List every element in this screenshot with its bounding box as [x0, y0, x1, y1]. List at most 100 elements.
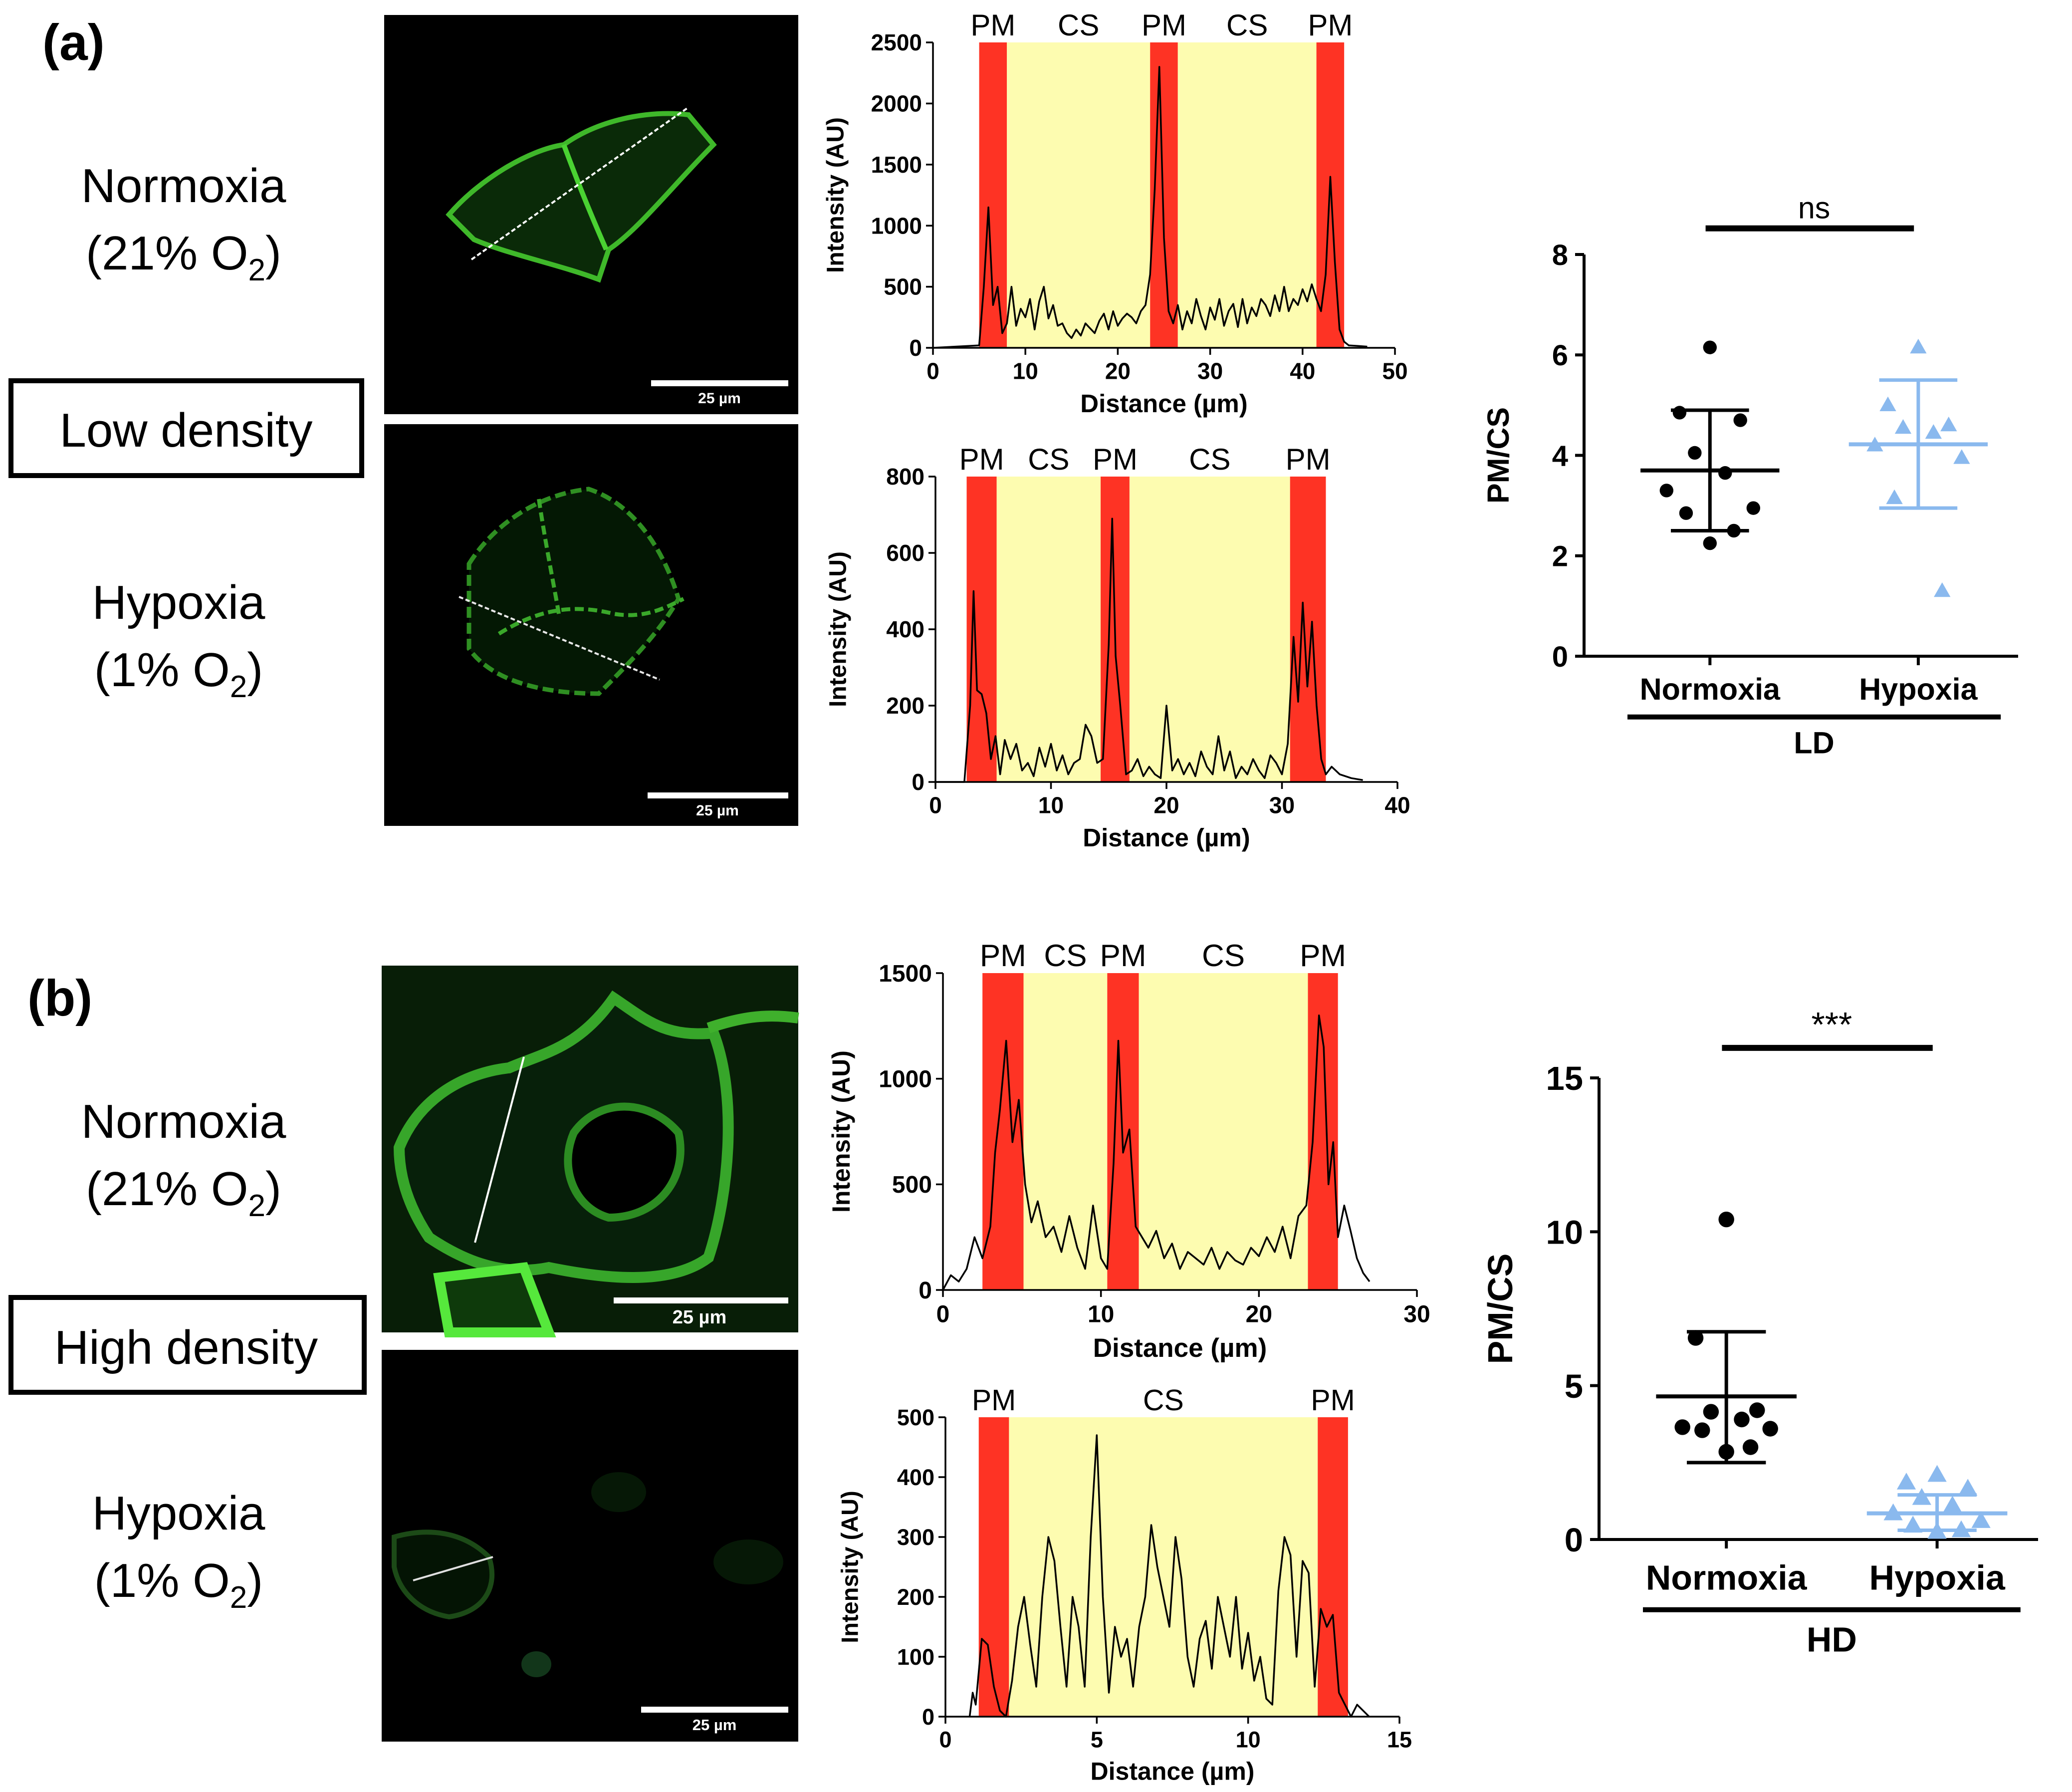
group-label: HD: [1807, 1620, 1857, 1659]
cell-junction: [537, 499, 561, 614]
micrograph-a-hypoxia: 25 µm: [384, 424, 798, 826]
data-point: [1925, 424, 1942, 439]
region-label: CS: [1028, 443, 1069, 476]
x-tick-label: 40: [1290, 358, 1315, 384]
cell-outline: [392, 1530, 495, 1620]
region-label: PM: [1308, 8, 1353, 42]
x-tick-label: 0: [936, 1301, 950, 1327]
cell-junction: [561, 144, 609, 251]
profile-line: [413, 1556, 493, 1581]
data-point: [1940, 416, 1957, 432]
profile-chart-a-normoxia: PM CS PM CS PM 0 500 1000 1500 2000 2500 0 10 20 30 40 5…: [823, 8, 1408, 418]
y-tick-label: 400: [886, 616, 924, 642]
cell-spot: [521, 1651, 551, 1677]
scatter-chart-hd: *** 0 5 10 15 PM/CS Normoxia Hypoxia HD: [1481, 1005, 2038, 1659]
cell-junction: [497, 597, 685, 636]
y-tick-label: 2000: [871, 91, 922, 117]
cell-junction: [706, 1011, 799, 1033]
data-point: [1927, 1465, 1947, 1482]
significance-label: ns: [1798, 191, 1830, 225]
region-label: PM: [1311, 1384, 1355, 1417]
y-tick-label: 300: [897, 1525, 934, 1550]
data-point: [1879, 396, 1896, 411]
y-tick-label: 600: [886, 540, 924, 566]
y-tick-label: 1500: [871, 152, 922, 178]
data-point: [1703, 340, 1717, 354]
x-tick-label: 0: [926, 358, 939, 384]
data-point: [1703, 1404, 1719, 1420]
y-tick-label: 400: [897, 1465, 934, 1490]
scale-bar: [648, 792, 788, 798]
normoxia-oxygen-label-a: (21% O2): [86, 227, 281, 287]
profile-line: [474, 1056, 525, 1243]
significance-label: ***: [1812, 1005, 1852, 1044]
y-tick-label: 800: [886, 464, 924, 490]
x-tick-label: 20: [1246, 1301, 1272, 1327]
cell-nucleus-outline: [564, 1102, 685, 1222]
y-tick-label: 0: [1552, 641, 1568, 673]
region-label: CS: [1044, 939, 1087, 973]
y-tick-label: 10: [1546, 1214, 1583, 1251]
data-point: [1674, 1419, 1690, 1435]
x-tick-label: 20: [1153, 792, 1179, 818]
cell-outline: [433, 1262, 556, 1337]
y-tick-label: 1500: [879, 961, 932, 987]
y-axis-label: PM/CS: [1481, 407, 1515, 504]
data-point: [1733, 413, 1747, 427]
profile-chart-b-normoxia: PM CS PM CS PM 0 500 1000 1500 0 10 20 30 Distance (µ…: [827, 939, 1430, 1363]
cell-outline: [466, 487, 681, 696]
data-point: [1934, 582, 1951, 597]
micrograph-b-hypoxia: 25 µm: [382, 1350, 798, 1742]
data-point: [1718, 1211, 1734, 1228]
hypoxia-label-b: Hypoxia: [92, 1487, 265, 1540]
x-tick-label: 50: [1382, 358, 1407, 384]
normoxia-oxygen-label-b: (21% O2): [86, 1162, 281, 1223]
region-label: PM: [1093, 443, 1138, 476]
x-tick-label: Hypoxia: [1869, 1558, 2005, 1597]
y-axis-label: PM/CS: [1481, 1254, 1520, 1364]
region-label: PM: [1142, 8, 1186, 42]
data-point: [1688, 446, 1702, 460]
region-pm: [966, 477, 997, 782]
y-tick-label: 0: [1565, 1522, 1583, 1559]
region-pm: [1318, 1417, 1348, 1717]
region-label: PM: [1286, 443, 1331, 476]
x-tick-label: 10: [1236, 1727, 1261, 1752]
scale-bar-label: 25 µm: [692, 1716, 737, 1734]
region-label: PM: [959, 443, 1004, 476]
y-tick-label: 8: [1552, 239, 1568, 271]
region-pm: [1290, 477, 1326, 782]
data-point: [1896, 1473, 1916, 1490]
x-tick-label: 5: [1091, 1727, 1103, 1752]
x-tick-label: Normoxia: [1640, 672, 1781, 706]
data-point: [1734, 1411, 1750, 1428]
y-axis-label: Intensity (AU): [827, 1050, 855, 1213]
profile-series-line: [942, 1014, 1371, 1290]
profile-line: [470, 106, 690, 260]
cell-spot: [591, 1472, 646, 1512]
x-tick-label: 15: [1387, 1727, 1412, 1752]
scatter-chart-ld: ns 0 2 4 6 8 PM/CS Normoxia Hypoxia LD: [1481, 191, 2018, 760]
micrograph-a-normoxia: 25 µm: [384, 15, 798, 414]
data-point: [1762, 1421, 1778, 1437]
region-pm: [982, 973, 1024, 1290]
region-cs: [1007, 42, 1151, 348]
scale-bar: [641, 1707, 788, 1713]
x-tick-label: 10: [1013, 358, 1038, 384]
profile-series-line: [935, 517, 1363, 783]
region-label: PM: [1100, 939, 1147, 973]
data-point: [1718, 466, 1732, 480]
x-tick-label: Normoxia: [1646, 1558, 1808, 1597]
y-tick-label: 200: [886, 693, 924, 719]
x-tick-label: 30: [1197, 358, 1223, 384]
x-tick-label: 30: [1269, 792, 1295, 818]
data-point: [1943, 1496, 1962, 1513]
y-tick-label: 500: [892, 1172, 932, 1198]
hypoxia-label-a: Hypoxia: [92, 576, 265, 629]
x-tick-label: 30: [1403, 1301, 1430, 1327]
data-point: [1659, 484, 1673, 498]
region-label: CS: [1202, 939, 1245, 973]
data-point: [1971, 1511, 1991, 1528]
y-tick-label: 5: [1565, 1368, 1583, 1405]
